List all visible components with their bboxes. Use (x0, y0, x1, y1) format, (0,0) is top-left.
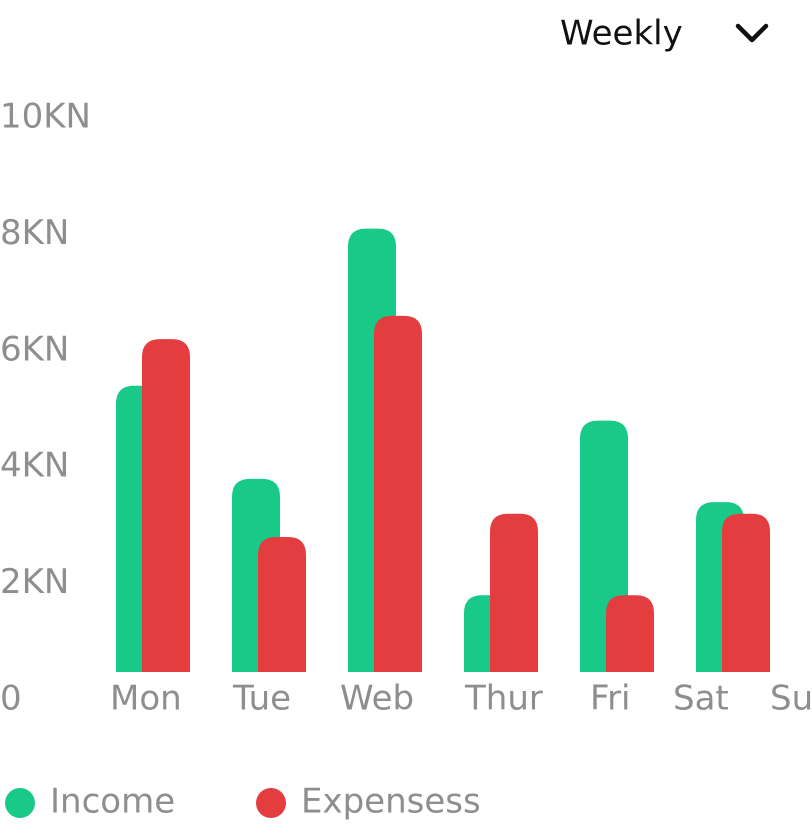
period-filter[interactable]: Weekly (560, 14, 683, 54)
x-tick-label: Sun (770, 679, 812, 719)
bar (142, 339, 190, 672)
x-tick-label: Tue (232, 679, 291, 719)
y-tick-label: 4KN (0, 446, 69, 486)
x-tick-label: Web (340, 679, 414, 719)
legend-label: Income (50, 782, 175, 822)
dropdown-chevron[interactable] (735, 23, 769, 43)
x-tick-label: Thur (464, 679, 543, 719)
bar (490, 513, 538, 672)
bar (722, 513, 770, 672)
y-tick-label: 6KN (0, 329, 69, 369)
y-tick-label: 10KN (0, 97, 91, 137)
y-tick-label: 2KN (0, 562, 69, 602)
legend-swatch (5, 788, 35, 818)
x-tick-label: Fri (590, 679, 631, 719)
y-tick-label: 8KN (0, 213, 69, 253)
y-tick-label: 0 (0, 679, 22, 719)
bar (606, 595, 654, 672)
bar (258, 537, 306, 672)
x-tick-label: Sat (673, 679, 729, 719)
x-tick-label: Mon (110, 679, 182, 719)
legend-label: Expensess (301, 782, 481, 822)
legend-swatch (256, 788, 286, 818)
bar (374, 315, 422, 672)
